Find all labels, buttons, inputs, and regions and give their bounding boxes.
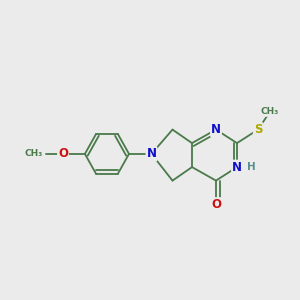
Text: CH₃: CH₃ <box>261 107 279 116</box>
Text: N: N <box>232 160 242 174</box>
Text: O: O <box>211 198 221 211</box>
Text: O: O <box>58 147 68 161</box>
Text: H: H <box>247 162 256 172</box>
Text: CH₃: CH₃ <box>25 149 43 158</box>
Text: N: N <box>146 147 157 161</box>
Text: S: S <box>254 123 262 136</box>
Text: N: N <box>211 123 221 136</box>
